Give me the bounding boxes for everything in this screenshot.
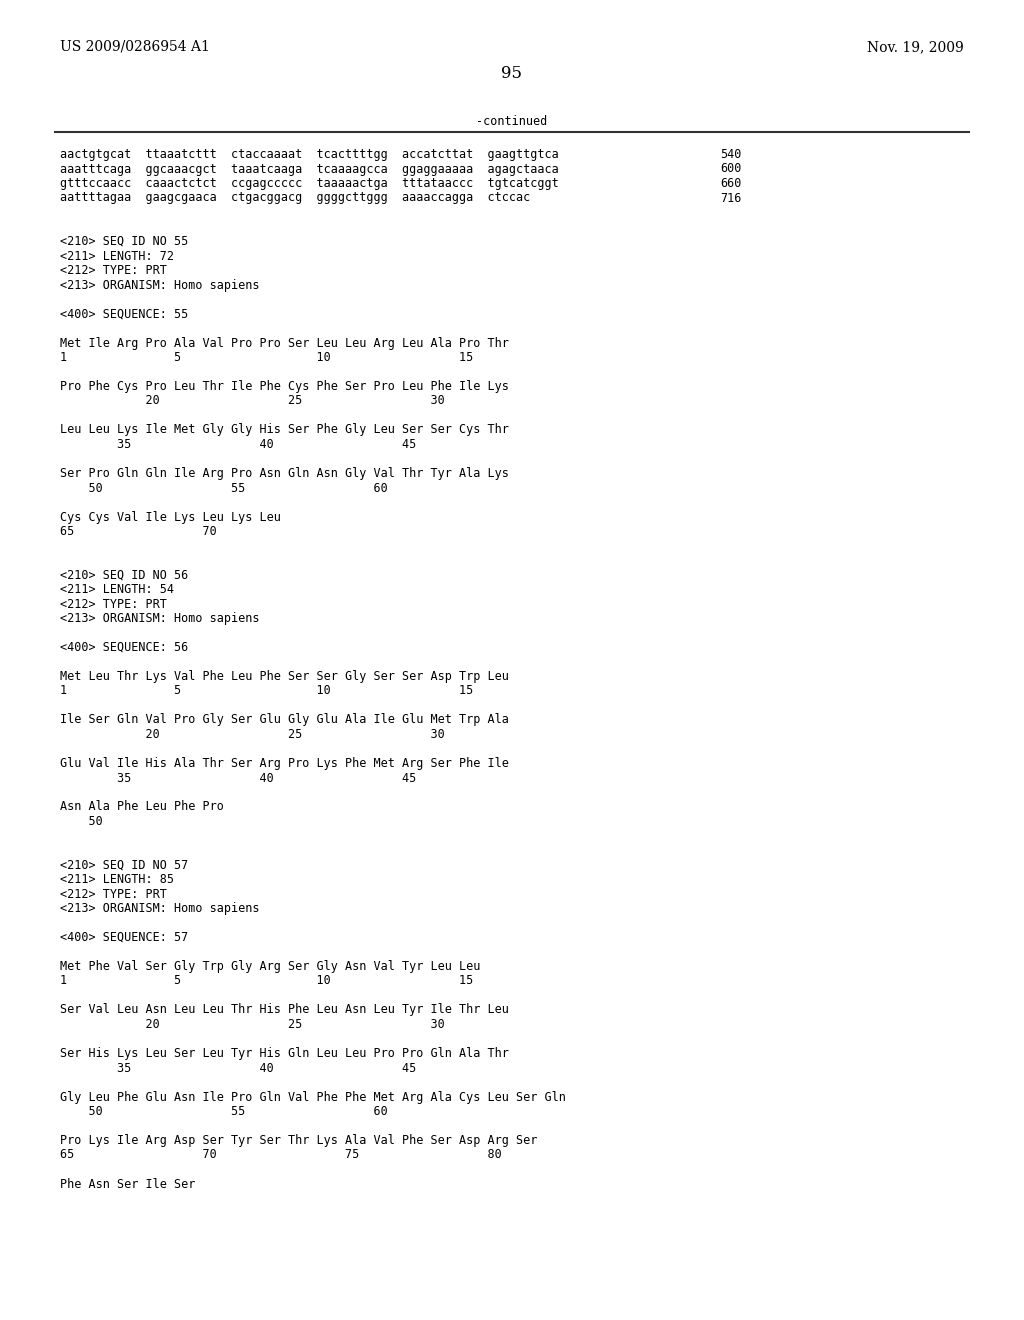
Text: <212> TYPE: PRT: <212> TYPE: PRT (60, 598, 167, 610)
Text: 95: 95 (502, 65, 522, 82)
Text: Glu Val Ile His Ala Thr Ser Arg Pro Lys Phe Met Arg Ser Phe Ile: Glu Val Ile His Ala Thr Ser Arg Pro Lys … (60, 756, 509, 770)
Text: Ser His Lys Leu Ser Leu Tyr His Gln Leu Leu Pro Pro Gln Ala Thr: Ser His Lys Leu Ser Leu Tyr His Gln Leu … (60, 1047, 509, 1060)
Text: <213> ORGANISM: Homo sapiens: <213> ORGANISM: Homo sapiens (60, 279, 259, 292)
Text: Ser Val Leu Asn Leu Leu Thr His Phe Leu Asn Leu Tyr Ile Thr Leu: Ser Val Leu Asn Leu Leu Thr His Phe Leu … (60, 1003, 509, 1016)
Text: <213> ORGANISM: Homo sapiens: <213> ORGANISM: Homo sapiens (60, 612, 259, 624)
Text: 35                  40                  45: 35 40 45 (60, 771, 416, 784)
Text: 600: 600 (720, 162, 741, 176)
Text: <211> LENGTH: 72: <211> LENGTH: 72 (60, 249, 174, 263)
Text: 50                  55                  60: 50 55 60 (60, 1105, 388, 1118)
Text: Asn Ala Phe Leu Phe Pro: Asn Ala Phe Leu Phe Pro (60, 800, 224, 813)
Text: <210> SEQ ID NO 55: <210> SEQ ID NO 55 (60, 235, 188, 248)
Text: <210> SEQ ID NO 57: <210> SEQ ID NO 57 (60, 858, 188, 871)
Text: 35                  40                  45: 35 40 45 (60, 438, 416, 451)
Text: 65                  70                  75                  80: 65 70 75 80 (60, 1148, 502, 1162)
Text: US 2009/0286954 A1: US 2009/0286954 A1 (60, 40, 210, 54)
Text: 20                  25                  30: 20 25 30 (60, 395, 444, 408)
Text: Gly Leu Phe Glu Asn Ile Pro Gln Val Phe Phe Met Arg Ala Cys Leu Ser Gln: Gly Leu Phe Glu Asn Ile Pro Gln Val Phe … (60, 1090, 566, 1104)
Text: 540: 540 (720, 148, 741, 161)
Text: 50: 50 (60, 814, 102, 828)
Text: aaatttcaga  ggcaaacgct  taaatcaaga  tcaaaagcca  ggaggaaaaa  agagctaaca: aaatttcaga ggcaaacgct taaatcaaga tcaaaag… (60, 162, 559, 176)
Text: <400> SEQUENCE: 57: <400> SEQUENCE: 57 (60, 931, 188, 944)
Text: 20                  25                  30: 20 25 30 (60, 1018, 444, 1031)
Text: 1               5                   10                  15: 1 5 10 15 (60, 974, 473, 987)
Text: Met Phe Val Ser Gly Trp Gly Arg Ser Gly Asn Val Tyr Leu Leu: Met Phe Val Ser Gly Trp Gly Arg Ser Gly … (60, 960, 480, 973)
Text: <211> LENGTH: 85: <211> LENGTH: 85 (60, 873, 174, 886)
Text: Pro Phe Cys Pro Leu Thr Ile Phe Cys Phe Ser Pro Leu Phe Ile Lys: Pro Phe Cys Pro Leu Thr Ile Phe Cys Phe … (60, 380, 509, 393)
Text: <400> SEQUENCE: 56: <400> SEQUENCE: 56 (60, 642, 188, 653)
Text: aattttagaa  gaagcgaaca  ctgacggacg  ggggcttggg  aaaaccagga  ctccac: aattttagaa gaagcgaaca ctgacggacg ggggctt… (60, 191, 530, 205)
Text: 660: 660 (720, 177, 741, 190)
Text: <400> SEQUENCE: 55: <400> SEQUENCE: 55 (60, 308, 188, 321)
Text: Phe Asn Ser Ile Ser: Phe Asn Ser Ile Ser (60, 1177, 196, 1191)
Text: -continued: -continued (476, 115, 548, 128)
Text: 35                  40                  45: 35 40 45 (60, 1061, 416, 1074)
Text: 1               5                   10                  15: 1 5 10 15 (60, 685, 473, 697)
Text: 65                  70: 65 70 (60, 525, 217, 539)
Text: <212> TYPE: PRT: <212> TYPE: PRT (60, 887, 167, 900)
Text: 716: 716 (720, 191, 741, 205)
Text: aactgtgcat  ttaaatcttt  ctaccaaaat  tcacttttgg  accatcttat  gaagttgtca: aactgtgcat ttaaatcttt ctaccaaaat tcacttt… (60, 148, 559, 161)
Text: <211> LENGTH: 54: <211> LENGTH: 54 (60, 583, 174, 597)
Text: gtttccaacc  caaactctct  ccgagccccc  taaaaactga  tttataaccc  tgtcatcggt: gtttccaacc caaactctct ccgagccccc taaaaac… (60, 177, 559, 190)
Text: 1               5                   10                  15: 1 5 10 15 (60, 351, 473, 364)
Text: Pro Lys Ile Arg Asp Ser Tyr Ser Thr Lys Ala Val Phe Ser Asp Arg Ser: Pro Lys Ile Arg Asp Ser Tyr Ser Thr Lys … (60, 1134, 538, 1147)
Text: <210> SEQ ID NO 56: <210> SEQ ID NO 56 (60, 569, 188, 582)
Text: 20                  25                  30: 20 25 30 (60, 729, 444, 741)
Text: 50                  55                  60: 50 55 60 (60, 482, 388, 495)
Text: Leu Leu Lys Ile Met Gly Gly His Ser Phe Gly Leu Ser Ser Cys Thr: Leu Leu Lys Ile Met Gly Gly His Ser Phe … (60, 424, 509, 437)
Text: <213> ORGANISM: Homo sapiens: <213> ORGANISM: Homo sapiens (60, 902, 259, 915)
Text: Met Leu Thr Lys Val Phe Leu Phe Ser Ser Gly Ser Ser Asp Trp Leu: Met Leu Thr Lys Val Phe Leu Phe Ser Ser … (60, 671, 509, 682)
Text: Cys Cys Val Ile Lys Leu Lys Leu: Cys Cys Val Ile Lys Leu Lys Leu (60, 511, 281, 524)
Text: Met Ile Arg Pro Ala Val Pro Pro Ser Leu Leu Arg Leu Ala Pro Thr: Met Ile Arg Pro Ala Val Pro Pro Ser Leu … (60, 337, 509, 350)
Text: Nov. 19, 2009: Nov. 19, 2009 (867, 40, 964, 54)
Text: Ser Pro Gln Gln Ile Arg Pro Asn Gln Asn Gly Val Thr Tyr Ala Lys: Ser Pro Gln Gln Ile Arg Pro Asn Gln Asn … (60, 467, 509, 480)
Text: Ile Ser Gln Val Pro Gly Ser Glu Gly Glu Ala Ile Glu Met Trp Ala: Ile Ser Gln Val Pro Gly Ser Glu Gly Glu … (60, 714, 509, 726)
Text: <212> TYPE: PRT: <212> TYPE: PRT (60, 264, 167, 277)
